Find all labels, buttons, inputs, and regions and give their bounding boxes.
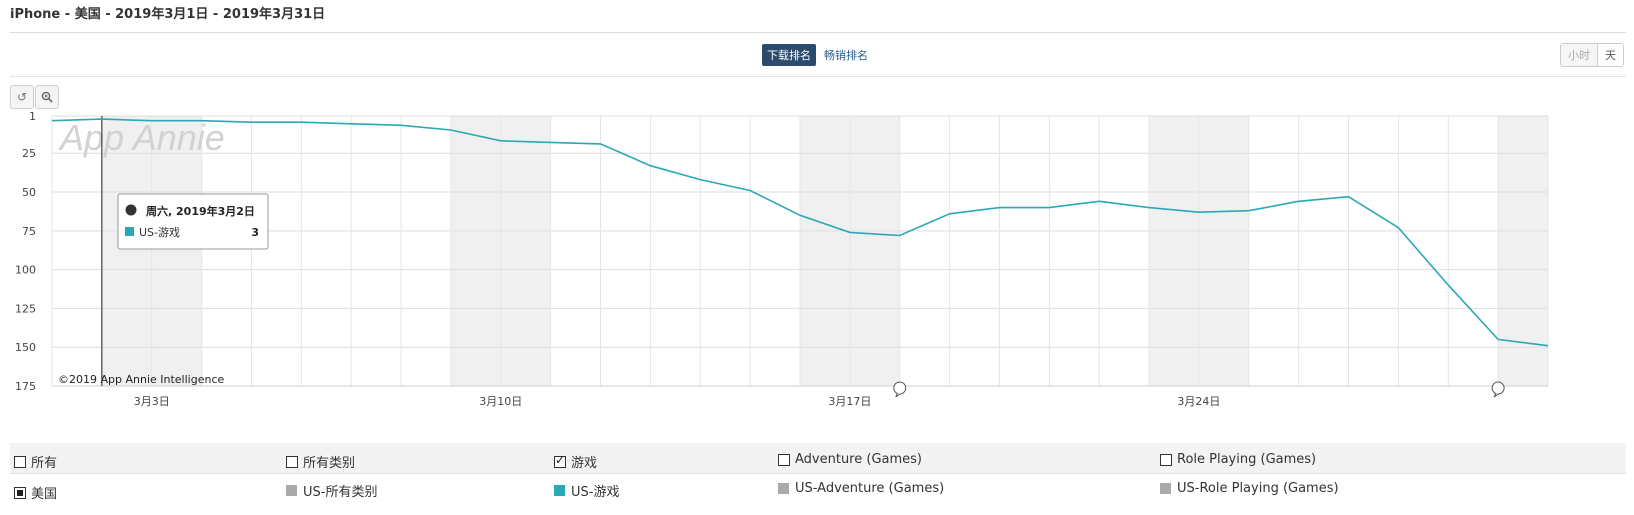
- y-tick-label: 125: [15, 302, 36, 315]
- legend: 所有 所有类别 游戏 Adventure (Games) Role Playin…: [10, 443, 1626, 515]
- reset-icon: ↺: [16, 90, 28, 104]
- checkbox[interactable]: [286, 455, 298, 468]
- chart-grid: [51, 115, 1549, 387]
- event-marker-icon[interactable]: [1491, 381, 1505, 398]
- y-tick-label: 75: [22, 225, 36, 238]
- tab-downloads[interactable]: 下载排名: [762, 44, 816, 66]
- data-point[interactable]: [1297, 199, 1301, 203]
- data-point[interactable]: [1247, 209, 1251, 213]
- legend-series-us-adventure[interactable]: US-Adventure (Games): [778, 481, 944, 496]
- watermark: App Annie: [58, 117, 225, 158]
- x-tick-label: 3月3日: [134, 395, 170, 408]
- legend-series-us-games[interactable]: US-游戏: [554, 481, 619, 500]
- data-point[interactable]: [798, 213, 802, 217]
- tooltip-series: US-游戏: [139, 226, 180, 239]
- legend-swatch: [554, 485, 565, 496]
- x-tick-label: 3月17日: [828, 395, 871, 408]
- legend-category-games[interactable]: 游戏: [554, 452, 597, 471]
- data-point[interactable]: [1047, 206, 1051, 210]
- legend-series-us-all-categories[interactable]: US-所有类别: [286, 481, 377, 500]
- tooltip-value: 3: [251, 226, 259, 239]
- data-point[interactable]: [549, 140, 553, 144]
- legend-category-adventure[interactable]: Adventure (Games): [778, 452, 922, 467]
- legend-swatch: [778, 483, 789, 494]
- data-point[interactable]: [100, 117, 104, 121]
- zoom-button[interactable]: [35, 85, 59, 109]
- tooltip-swatch: [125, 227, 134, 236]
- y-tick-label: 100: [15, 264, 36, 277]
- data-point[interactable]: [200, 119, 204, 123]
- data-point[interactable]: [1347, 195, 1351, 199]
- granularity-hour-button[interactable]: 小时: [1561, 44, 1597, 66]
- data-point[interactable]: [299, 120, 303, 124]
- legend-swatch: [286, 485, 297, 496]
- globe-icon: [125, 204, 137, 216]
- category-legend-row: 所有 所有类别 游戏 Adventure (Games) Role Playin…: [10, 443, 1626, 474]
- rank-tabs: 下载排名 畅销排名: [762, 44, 870, 66]
- legend-series-us-role-playing[interactable]: US-Role Playing (Games): [1160, 481, 1339, 496]
- granularity-day-button[interactable]: 天: [1597, 44, 1623, 66]
- tooltip: 周六, 2019年3月2日 US-游戏 3: [117, 193, 269, 250]
- legend-category-role-playing[interactable]: Role Playing (Games): [1160, 452, 1316, 467]
- zoom-icon: [41, 91, 53, 103]
- data-point[interactable]: [648, 164, 652, 168]
- y-tick-label: 1: [29, 110, 36, 123]
- copyright: ©2019 App Annie Intelligence: [58, 373, 225, 386]
- data-point[interactable]: [1396, 226, 1400, 230]
- y-tick-label: 150: [15, 341, 36, 354]
- data-point[interactable]: [1147, 206, 1151, 210]
- data-point[interactable]: [748, 188, 752, 192]
- data-point[interactable]: [1546, 344, 1550, 348]
- x-tick-label: 3月24日: [1177, 395, 1220, 408]
- data-point[interactable]: [449, 128, 453, 132]
- divider: [10, 32, 1626, 33]
- data-point[interactable]: [599, 142, 603, 146]
- data-point[interactable]: [50, 119, 54, 123]
- data-point[interactable]: [848, 230, 852, 234]
- data-point[interactable]: [399, 123, 403, 127]
- checkbox[interactable]: [1160, 453, 1172, 466]
- checkbox[interactable]: [14, 455, 26, 468]
- series-legend-row: 美国 US-所有类别 US-游戏 US-Adventure (Games) US…: [10, 473, 1626, 509]
- data-point[interactable]: [1197, 210, 1201, 214]
- granularity-toggle: 小时 天: [1560, 43, 1624, 67]
- tooltip-date: 周六, 2019年3月2日: [146, 204, 255, 218]
- legend-category-all[interactable]: 所有: [14, 452, 57, 471]
- page-title: iPhone - 美国 - 2019年3月1日 - 2019年3月31日: [10, 7, 326, 22]
- y-tick-label: 25: [22, 147, 36, 160]
- data-point[interactable]: [1496, 337, 1500, 341]
- series-line-us-games: [51, 118, 1549, 347]
- data-point[interactable]: [997, 206, 1001, 210]
- legend-category-all-categories[interactable]: 所有类别: [286, 452, 355, 471]
- y-tick-label: 175: [15, 380, 36, 393]
- data-point[interactable]: [698, 178, 702, 182]
- data-point[interactable]: [898, 233, 902, 237]
- event-marker-icon[interactable]: [893, 381, 907, 398]
- legend-country-us[interactable]: 美国: [14, 483, 57, 502]
- data-point[interactable]: [948, 212, 952, 216]
- y-tick-label: 50: [22, 186, 36, 199]
- divider: [10, 76, 1626, 77]
- tab-grossing[interactable]: 畅销排名: [824, 49, 868, 62]
- data-point[interactable]: [150, 119, 154, 123]
- x-tick-label: 3月10日: [479, 395, 522, 408]
- data-point[interactable]: [349, 122, 353, 126]
- data-point[interactable]: [1097, 199, 1101, 203]
- weekend-bands: [101, 116, 1548, 386]
- x-axis: 3月3日 3月10日 3月17日 3月24日: [134, 395, 1221, 408]
- checkbox[interactable]: [778, 453, 790, 466]
- reset-zoom-button[interactable]: ↺: [10, 85, 34, 109]
- checkbox-checked[interactable]: [554, 453, 566, 468]
- data-point[interactable]: [499, 139, 503, 143]
- data-point[interactable]: [249, 120, 253, 124]
- data-point[interactable]: [1446, 283, 1450, 287]
- legend-swatch: [1160, 483, 1171, 494]
- checkbox-partial[interactable]: [14, 486, 26, 499]
